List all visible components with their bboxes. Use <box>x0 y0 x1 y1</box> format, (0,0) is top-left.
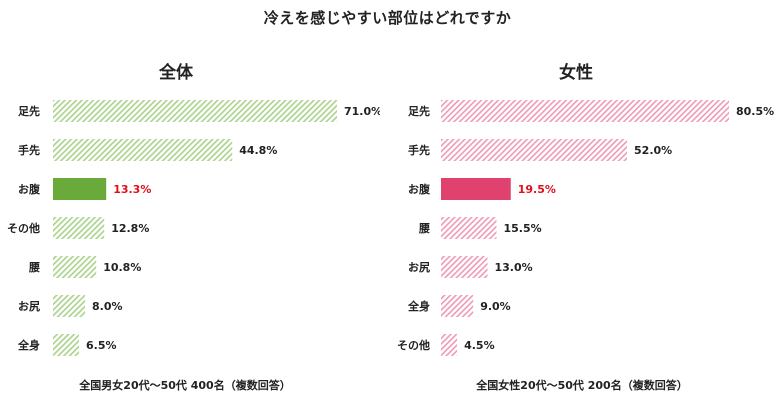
value-label: 19.5% <box>518 183 556 196</box>
footnote: 全国男女20代〜50代 400名（複数回答） <box>79 379 291 392</box>
bar <box>53 217 105 239</box>
main-title: 冷えを感じやすい部位はどれですか <box>263 9 512 27</box>
bar <box>441 178 511 200</box>
category-label: お尻 <box>18 300 40 313</box>
bar-chart-women: 足先 80.5% 手先 52.0% お腹 19.5% 腰 15.5% お尻 13.0% 全身 9.0%… <box>397 100 774 356</box>
value-label: 12.8% <box>111 222 149 235</box>
category-label: 腰 <box>28 261 40 274</box>
value-label: 15.5% <box>503 222 541 235</box>
value-label: 9.0% <box>480 300 511 313</box>
value-label: 13.0% <box>495 261 533 274</box>
bar <box>53 178 107 200</box>
bar <box>53 295 85 317</box>
value-label: 71.0% <box>344 105 380 118</box>
category-label: 全身 <box>17 338 40 352</box>
value-label: 6.5% <box>86 339 117 352</box>
value-label: 52.0% <box>634 144 672 157</box>
bar-chart-overall: 足先 71.0% 手先 44.8% お腹 13.3% その他 12.8% 腰 10.8% お尻 8.0… <box>7 100 380 356</box>
category-label: 足先 <box>18 104 40 118</box>
panel-title: 全体 <box>159 63 193 83</box>
value-label: 44.8% <box>239 144 277 157</box>
category-label: お腹 <box>18 182 41 196</box>
value-label: 13.3% <box>113 183 151 196</box>
value-label: 4.5% <box>464 339 495 352</box>
bar <box>53 100 337 122</box>
footnote: 全国女性20代〜50代 200名（複数回答） <box>476 379 688 392</box>
value-label: 8.0% <box>92 300 123 313</box>
panel-title: 女性 <box>559 63 593 83</box>
category-label: お腹 <box>408 182 431 196</box>
bar <box>441 295 474 317</box>
chart-panel-women: 女性 足先 80.5% 手先 52.0% お腹 19.5% 腰 15.5% お尻 13.0% 全身 9… <box>388 0 774 403</box>
category-label: その他 <box>397 338 430 352</box>
bar <box>53 139 233 161</box>
bar <box>441 100 729 122</box>
category-label: 手先 <box>18 143 40 157</box>
category-label: 全身 <box>407 299 430 313</box>
bar <box>441 256 488 278</box>
category-label: 手先 <box>408 143 430 157</box>
bar <box>441 139 628 161</box>
value-label: 80.5% <box>736 105 774 118</box>
bar <box>53 256 97 278</box>
bar <box>53 334 79 356</box>
bar <box>441 217 497 239</box>
category-label: 腰 <box>418 222 430 235</box>
bar <box>441 334 458 356</box>
category-label: 足先 <box>408 104 430 118</box>
category-label: その他 <box>7 221 40 235</box>
value-label: 10.8% <box>103 261 141 274</box>
category-label: お尻 <box>408 261 430 274</box>
chart-panel-overall: 全体 足先 71.0% 手先 44.8% お腹 13.3% その他 12.8% 腰 10.8% お尻… <box>0 0 380 403</box>
